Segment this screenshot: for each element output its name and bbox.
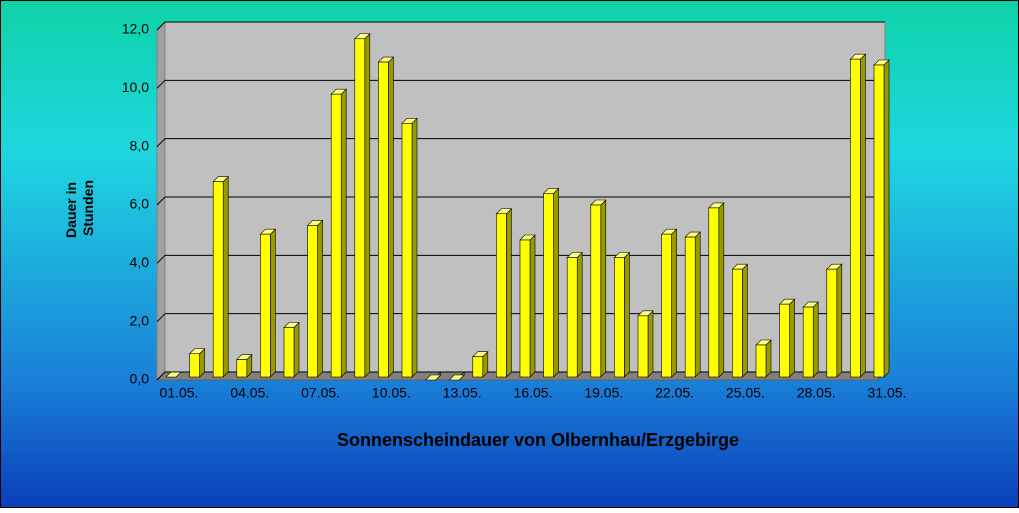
x-tick-label: 13.05. — [443, 385, 482, 401]
x-tick-label: 01.05. — [160, 385, 199, 401]
y-tick-label: 10,0 — [122, 79, 149, 95]
bar — [283, 327, 295, 378]
grid-line — [156, 313, 166, 323]
x-tick-label: 19.05. — [584, 385, 623, 401]
bar — [307, 225, 318, 378]
bar — [496, 213, 507, 378]
bar-side — [624, 251, 630, 378]
bar — [708, 207, 720, 378]
bar-side — [647, 310, 654, 378]
bar-side — [883, 59, 890, 378]
bar-side — [270, 228, 276, 378]
y-axis-title: Dauer in Stunden — [63, 178, 96, 238]
bar-side — [364, 33, 371, 378]
bar — [543, 193, 554, 378]
bar-side — [860, 53, 866, 378]
bar — [189, 353, 200, 378]
x-tick-label: 25.05. — [726, 385, 765, 401]
bar — [732, 268, 743, 378]
bar-side — [718, 202, 725, 378]
bar — [472, 356, 484, 378]
grid-line — [156, 196, 166, 206]
grid-line — [156, 21, 166, 31]
y-tick-label: 4,0 — [130, 254, 150, 270]
bar-side — [694, 231, 701, 378]
bar-side — [836, 263, 843, 378]
bar-side — [600, 199, 607, 378]
y-axis-title-line: Stunden — [80, 180, 96, 236]
bar-top — [448, 374, 465, 381]
grid-line — [156, 254, 166, 264]
bar — [614, 257, 625, 378]
bar — [850, 58, 861, 378]
bar — [519, 239, 531, 378]
bar-side — [812, 301, 819, 378]
grid-line — [156, 371, 166, 381]
grid-line — [156, 138, 166, 148]
y-axis-title-line: Dauer in — [63, 182, 79, 238]
bar-side — [293, 321, 300, 378]
bar-side — [553, 187, 559, 378]
bar — [401, 123, 413, 378]
bar-side — [742, 263, 748, 378]
bar — [330, 93, 342, 378]
bar-side — [411, 117, 418, 378]
bar-side — [789, 298, 795, 378]
bar — [826, 268, 838, 378]
x-tick-label: 16.05. — [514, 385, 553, 401]
bar — [590, 204, 602, 378]
bar — [354, 38, 366, 378]
bar-side — [222, 175, 229, 378]
bar-side — [340, 88, 347, 378]
bar-side — [529, 234, 536, 378]
bar — [378, 61, 389, 378]
bar — [873, 64, 885, 378]
bar — [802, 306, 814, 378]
bar-side — [506, 208, 512, 378]
bar-top — [165, 371, 182, 378]
x-tick-label: 07.05. — [301, 385, 340, 401]
bar-side — [576, 251, 583, 378]
bar — [779, 303, 790, 378]
y-tick-label: 2,0 — [130, 312, 150, 328]
grid-line — [156, 79, 166, 89]
bar — [260, 233, 271, 378]
x-tick-label: 04.05. — [230, 385, 269, 401]
y-tick-label: 0,0 — [130, 371, 150, 387]
x-tick-label: 10.05. — [372, 385, 411, 401]
bar-side — [388, 56, 394, 378]
y-tick-label: 12,0 — [122, 21, 149, 37]
x-tick-label: 22.05. — [655, 385, 694, 401]
bar-side — [317, 219, 323, 378]
y-tick-label: 6,0 — [130, 196, 150, 212]
bar — [566, 257, 578, 378]
bar-side — [765, 339, 772, 378]
bar — [212, 181, 224, 378]
bar — [755, 344, 767, 378]
chart-title: Sonnenscheindauer von Olbernhau/Erzgebir… — [337, 430, 739, 450]
x-tick-label: 31.05. — [868, 385, 907, 401]
y-tick-label: 8,0 — [130, 137, 150, 153]
x-tick-label: 28.05. — [797, 385, 836, 401]
bar — [236, 359, 248, 378]
bar — [661, 233, 672, 378]
bar — [637, 315, 649, 378]
bar — [684, 236, 696, 378]
bar-top — [424, 374, 442, 381]
bar-side — [671, 228, 677, 378]
